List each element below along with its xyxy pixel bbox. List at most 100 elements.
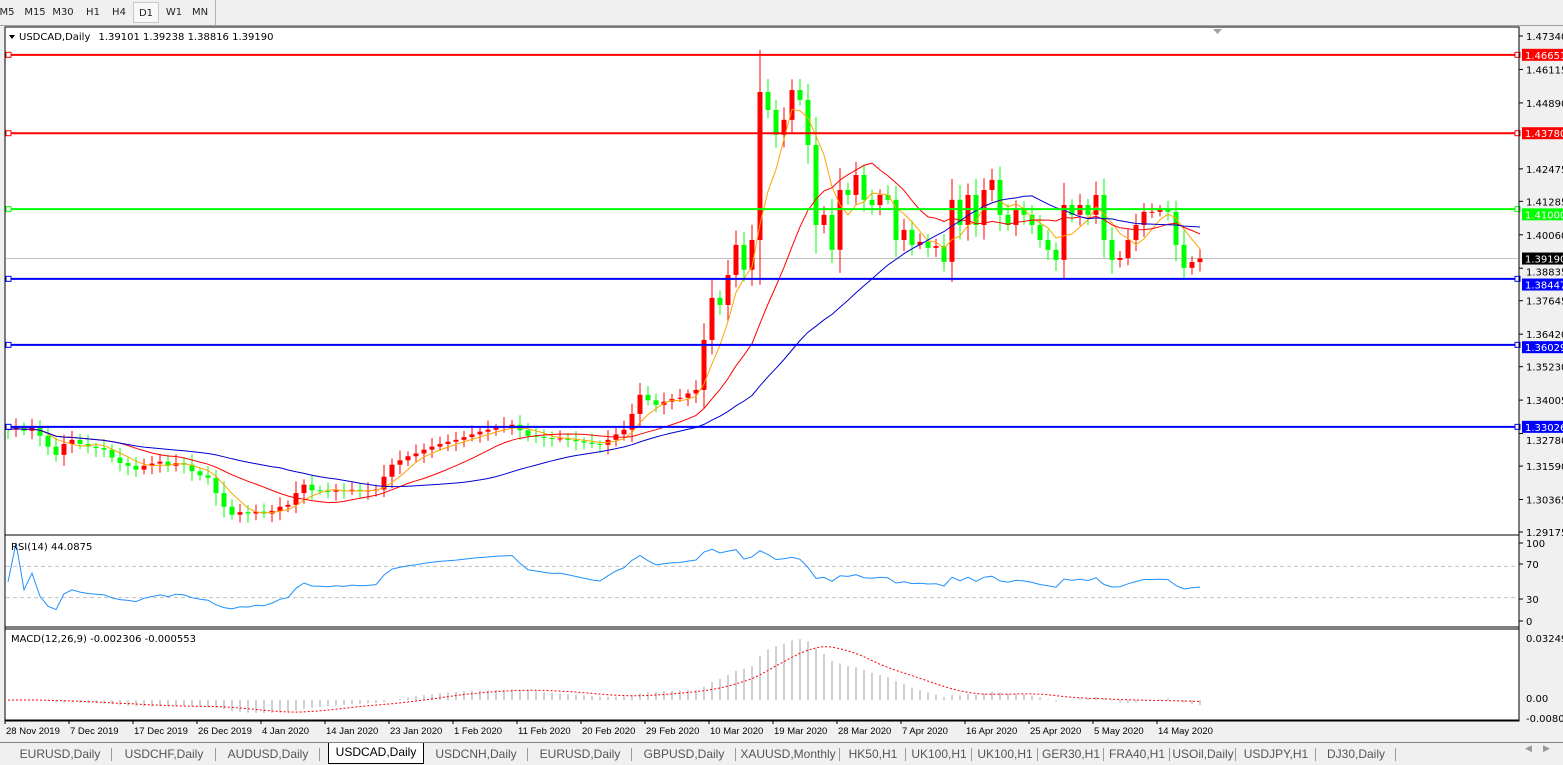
candle-body: [117, 457, 123, 464]
candle-body: [429, 446, 435, 450]
level-handle[interactable]: [1514, 275, 1521, 282]
candle-body: [1117, 257, 1123, 260]
chart-tab[interactable]: XAUUSD,Monthly: [736, 745, 840, 764]
candle: [1125, 228, 1131, 266]
chart-tab-label: UK100,H1: [977, 747, 1033, 761]
rsi-axis-label: 0: [1526, 617, 1532, 628]
chart-tabs-bar: EURUSD,Daily USDCHF,Daily AUDUSD,Daily USDC…: [0, 742, 1563, 765]
chart-tab[interactable]: USDCAD,Daily: [328, 743, 424, 764]
level-handle[interactable]: [1514, 206, 1521, 213]
candle-body: [725, 274, 731, 305]
level-handle[interactable]: [5, 130, 12, 137]
candle-body: [325, 490, 331, 492]
candle-body: [389, 464, 395, 477]
level-price-tag: [1522, 420, 1563, 433]
chart-tab[interactable]: GBPUSD,Daily: [632, 745, 736, 764]
candle-body: [749, 239, 755, 270]
candle: [397, 450, 403, 475]
price-tick-label: 1.32780: [1526, 436, 1563, 447]
chart-tab[interactable]: UK100,H1: [906, 745, 972, 764]
chart-tab[interactable]: AUDUSD,Daily: [216, 745, 320, 764]
candle: [285, 500, 291, 513]
candle-body: [421, 449, 427, 454]
candle: [333, 483, 339, 501]
dropdown-triangle-icon[interactable]: [9, 35, 15, 39]
chart-tab-label: USDCNH,Daily: [435, 747, 517, 761]
chart-tab[interactable]: USDCNH,Daily: [424, 745, 528, 764]
candle-body: [701, 339, 707, 390]
candle: [485, 420, 491, 441]
candle-body: [909, 229, 915, 245]
chart-tab[interactable]: UK100,H1: [972, 745, 1038, 764]
candle-body: [509, 424, 515, 427]
chart-tab[interactable]: DJ30,Daily: [1316, 745, 1396, 764]
timeframe-h1-button[interactable]: H1: [86, 7, 100, 18]
candle-body: [1045, 239, 1051, 250]
chart-tab[interactable]: HK50,H1: [840, 745, 906, 764]
chart-tab[interactable]: USOil,Daily: [1170, 745, 1236, 764]
level-handle[interactable]: [5, 341, 12, 348]
candle-body: [885, 194, 891, 200]
level-handle[interactable]: [5, 275, 12, 282]
timeframe-m5-button[interactable]: M5: [0, 7, 15, 18]
chart-tab[interactable]: FRA40,H1: [1104, 745, 1170, 764]
candle-body: [573, 439, 579, 442]
level-handle[interactable]: [5, 206, 12, 213]
candle-body: [685, 393, 691, 398]
candle-body: [293, 493, 299, 505]
candle: [685, 389, 691, 407]
chart-tab-label: FRA40,H1: [1108, 747, 1166, 761]
timeframe-mn-button[interactable]: MN: [191, 7, 209, 18]
candle-body: [221, 493, 227, 507]
candle-body: [805, 99, 811, 145]
candle: [61, 434, 67, 466]
chart-shift-icon[interactable]: [1213, 29, 1222, 34]
chart-tab-label: HK50,H1: [848, 747, 898, 761]
candle-body: [445, 441, 451, 444]
candle-body: [925, 241, 931, 248]
chart-tab[interactable]: EURUSD,Daily: [8, 745, 112, 764]
candle-body: [237, 512, 243, 515]
chart-tab-label: AUDUSD,Daily: [227, 747, 309, 761]
level-handle[interactable]: [1514, 341, 1521, 348]
price-axis: 1.47340 1.46651 1.46115 1.44890 1.43780 1.424…: [1518, 27, 1563, 539]
chart-tab[interactable]: GER30,H1: [1038, 745, 1104, 764]
candle-body: [469, 434, 475, 438]
tab-divider: [215, 748, 216, 761]
candle: [77, 433, 83, 450]
timeframe-m30-button[interactable]: M30: [52, 7, 74, 18]
timeframe-w1-button[interactable]: W1: [165, 7, 183, 18]
candle-body: [205, 475, 211, 478]
level-price-label: 1.41000: [1525, 210, 1563, 221]
scroll-left-icon[interactable]: ◀: [1525, 744, 1532, 754]
candle: [1045, 229, 1051, 261]
level-handle[interactable]: [1514, 423, 1521, 430]
date-label: 28 Nov 2019: [6, 726, 60, 737]
candle-body: [141, 465, 147, 470]
candle-body: [629, 413, 635, 430]
toolbar-divider: [215, 0, 216, 25]
candle: [1197, 249, 1203, 272]
level-handle[interactable]: [5, 423, 12, 430]
level-handle[interactable]: [5, 51, 12, 58]
candle-body: [781, 119, 787, 135]
level-handle[interactable]: [1514, 51, 1521, 58]
candle-body: [77, 439, 83, 444]
chart-tab[interactable]: USDCHF,Daily: [112, 745, 216, 764]
chart-tab[interactable]: USDJPY,H1: [1236, 745, 1316, 764]
timeframe-h4-button[interactable]: H4: [112, 7, 126, 18]
level-handle[interactable]: [1514, 130, 1521, 137]
timeframe-m15-button[interactable]: M15: [24, 7, 46, 18]
candle-body: [133, 465, 139, 470]
timeframe-d1-button[interactable]: D1: [133, 2, 159, 23]
candle: [765, 78, 771, 119]
chart-tab[interactable]: EURUSD,Daily: [528, 745, 632, 764]
candle-body: [621, 429, 627, 435]
candle: [1013, 200, 1019, 236]
scroll-right-icon[interactable]: ▶: [1543, 744, 1550, 754]
candle: [157, 453, 163, 473]
candle: [165, 454, 171, 473]
candle: [789, 79, 795, 135]
candle: [413, 444, 419, 463]
